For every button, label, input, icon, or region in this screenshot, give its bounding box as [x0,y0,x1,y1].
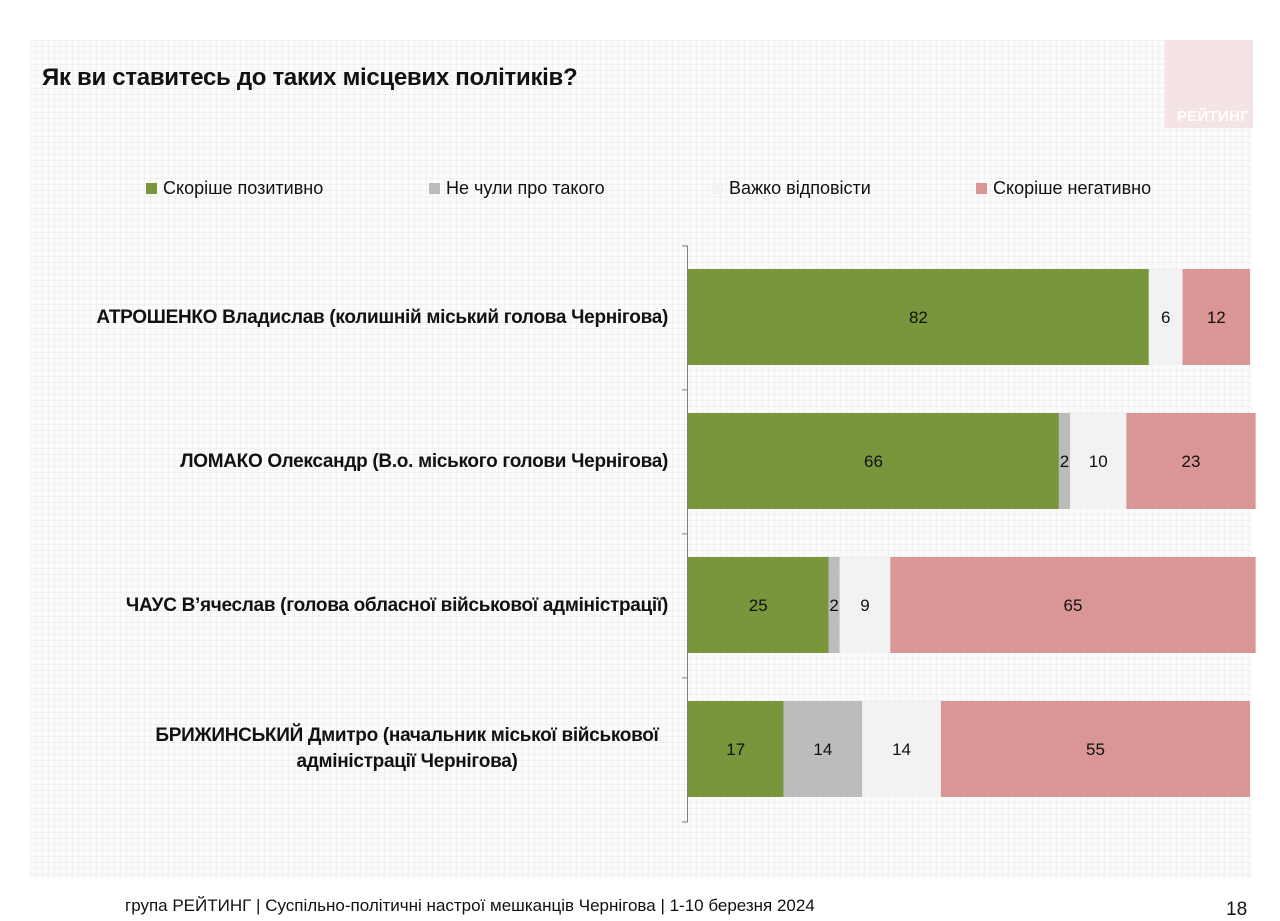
chart-legend: Скоріше позитивно Не чули про такого Важ… [0,178,1280,204]
bar-segment-positive [688,557,829,653]
bar-segment-hard-to-say [1148,269,1183,365]
brand-logo: РЕЙТИНГ [1165,40,1253,128]
bar-segment-negative [890,557,1256,653]
chart-title: Як ви ставитесь до таких місцевих політи… [42,64,578,91]
footer-text: група РЕЙТИНГ | Суспільно-політичні наст… [125,896,815,915]
bar-value-label: 2 [829,596,838,615]
bar-value-label: 14 [813,740,832,759]
bar-segment-negative [940,701,1250,797]
legend-item-positive: Скоріше позитивно [146,178,323,199]
bar-value-label: 6 [1161,308,1170,327]
category-label-bryzhynskyi: БРИЖИНСЬКИЙ Дмитро (начальник міської ві… [142,723,672,775]
bar-value-label: 2 [1060,452,1069,471]
bar-segment-not-heard [1058,413,1071,509]
legend-swatch-hard-to-say [712,183,723,194]
bar-value-label: 82 [909,308,928,327]
legend-label-negative: Скоріше негативно [993,178,1152,198]
bar-value-label: 10 [1089,452,1108,471]
category-label-line: адміністрації Чернігова) [296,751,518,772]
bar-value-label: 25 [749,596,768,615]
bar-segment-negative [1182,269,1250,365]
logo-text: РЕЙТИНГ [1176,108,1249,125]
bar-segment-positive [688,413,1059,509]
legend-item-negative: Скоріше негативно [976,178,1151,199]
legend-label-hard-to-say: Важко відповісти [729,178,871,198]
bar-value-label: 23 [1182,452,1201,471]
bar-value-label: 17 [726,740,745,759]
category-label-atroshenko: АТРОШЕНКО Владислав (колишній міський го… [48,305,668,331]
bar-segment-hard-to-say [862,701,941,797]
legend-label-positive: Скоріше позитивно [163,178,324,198]
category-label-line: ЛОМАКО Олександр (В.о. міського голови Ч… [180,451,668,472]
category-label-line: ЧАУС В’ячеслав (голова обласної військов… [125,595,668,616]
category-label-line: АТРОШЕНКО Владислав (колишній міський го… [96,307,668,328]
category-label-lomako: ЛОМАКО Олександр (В.о. міського голови Ч… [48,449,668,475]
category-label-chaus: ЧАУС В’ячеслав (голова обласної військов… [48,593,668,619]
legend-item-not-heard: Не чули про такого [429,178,605,199]
category-label-line: БРИЖИНСЬКИЙ Дмитро (начальник міської ві… [155,725,659,746]
bar-value-label: 14 [892,740,911,759]
bar-segment-negative [1126,413,1256,509]
bar-value-label: 55 [1086,740,1105,759]
bar-value-label: 66 [864,452,883,471]
bar-segment-hard-to-say [839,557,891,653]
legend-label-not-heard: Не чули про такого [446,178,605,198]
legend-swatch-positive [146,183,157,194]
bar-value-label: 12 [1207,308,1226,327]
legend-item-hard-to-say: Важко відповісти [712,178,871,199]
page-number: 18 [1226,899,1248,920]
bar-segment-positive [688,701,784,797]
bar-segment-positive [688,269,1149,365]
bar-segment-hard-to-say [1070,413,1127,509]
bar-segment-not-heard [783,701,863,797]
bar-value-label: 9 [860,596,869,615]
legend-swatch-not-heard [429,183,440,194]
bar-segment-not-heard [828,557,840,653]
legend-swatch-negative [976,183,987,194]
bar-value-label: 65 [1064,596,1083,615]
